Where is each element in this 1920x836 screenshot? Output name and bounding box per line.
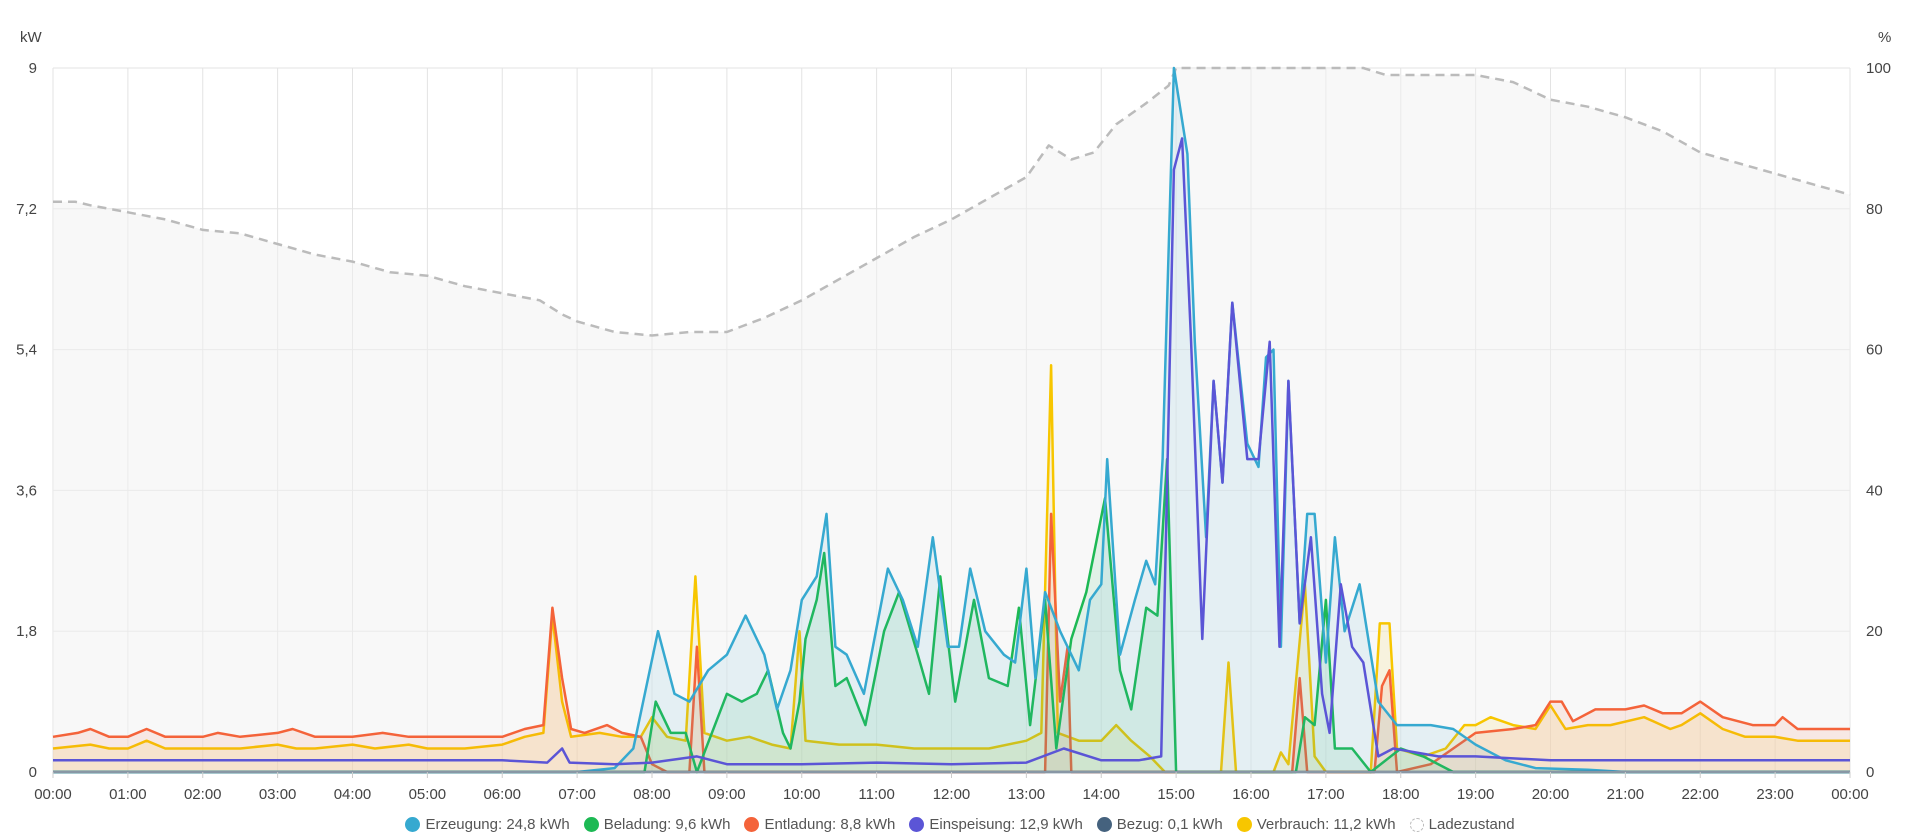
- x-tick-label: 11:00: [858, 786, 894, 800]
- legend: Erzeugung: 24,8 kWh Beladung: 9,6 kWh Entl…: [0, 816, 1920, 833]
- x-tick-label: 09:00: [708, 786, 746, 800]
- legend-label: Beladung: 9,6 kWh: [603, 816, 731, 833]
- y-axis-right-label: %: [1878, 29, 1891, 46]
- x-tick-label: 07:00: [558, 786, 596, 800]
- x-tick-label: 19:00: [1457, 786, 1495, 800]
- legend-item-ladezustand[interactable]: Ladezustand: [1409, 816, 1515, 833]
- y-axis-left-label: kW: [20, 29, 43, 46]
- x-tick-label: 05:00: [409, 786, 447, 800]
- legend-label: Verbrauch: 11,2 kWh: [1256, 816, 1396, 833]
- legend-marker-icon: [1236, 817, 1252, 832]
- x-tick-label: 16:00: [1232, 786, 1270, 800]
- x-tick-label: 00:00: [34, 786, 72, 800]
- legend-marker-icon: [1409, 817, 1424, 832]
- x-tick-label: 04:00: [334, 786, 372, 800]
- y-left-tick-label: 7,2: [16, 201, 37, 218]
- x-tick-label: 08:00: [633, 786, 671, 800]
- y-left-tick-label: 3,6: [16, 482, 37, 499]
- series-line-verbrauch: [52, 363, 1850, 774]
- y-right-tick-label: 100: [1866, 60, 1891, 77]
- legend-label: Entladung: 8,8 kWh: [764, 816, 896, 833]
- series-line-erzeugung: [53, 66, 1850, 774]
- x-tick-label: 02:00: [184, 786, 222, 800]
- series-area-entladung: [53, 513, 1850, 772]
- x-tick-label: 10:00: [783, 786, 821, 800]
- legend-label: Ladezustand: [1428, 816, 1515, 833]
- legend-item-bezug[interactable]: Bezug: 0,1 kWh: [1096, 816, 1223, 833]
- y-right-tick-label: 80: [1866, 201, 1883, 218]
- x-tick-label: 03:00: [259, 786, 297, 800]
- x-tick-label: 15:00: [1157, 786, 1195, 800]
- x-tick-label: 00:00: [1831, 786, 1869, 800]
- x-tick-label: 12:00: [933, 786, 971, 800]
- x-tick-label: 20:00: [1532, 786, 1570, 800]
- legend-marker-icon: [909, 817, 925, 832]
- series-area-ladezustand: [53, 68, 1850, 772]
- legend-item-entladung[interactable]: Entladung: 8,8 kWh: [744, 816, 895, 833]
- legend-marker-icon: [405, 817, 421, 832]
- y-left-tick-label: 9: [29, 60, 37, 77]
- x-tick-label: 14:00: [1082, 786, 1120, 800]
- series-line-einspeisung: [53, 137, 1850, 766]
- legend-marker-icon: [1096, 817, 1112, 832]
- x-tick-label: 13:00: [1008, 786, 1046, 800]
- series-area-verbrauch: [53, 365, 1850, 772]
- y-right-tick-label: 60: [1866, 342, 1883, 359]
- x-tick-label: 17:00: [1307, 786, 1345, 800]
- series-line-beladung: [53, 457, 1850, 774]
- legend-marker-icon: [583, 817, 599, 832]
- legend-label: Bezug: 0,1 kWh: [1116, 816, 1223, 833]
- x-tick-label: 01:00: [109, 786, 147, 800]
- x-tick-label: 21:00: [1607, 786, 1645, 800]
- legend-label: Erzeugung: 24,8 kWh: [425, 816, 570, 833]
- legend-marker-icon: [744, 817, 760, 832]
- y-left-tick-label: 1,8: [16, 623, 37, 640]
- legend-item-verbrauch[interactable]: Verbrauch: 11,2 kWh: [1236, 816, 1396, 833]
- x-tick-label: 18:00: [1382, 786, 1420, 800]
- legend-label: Einspeisung: 12,9 kWh: [929, 816, 1083, 833]
- x-tick-label: 23:00: [1756, 786, 1794, 800]
- axes: 0 0 1,8 20 3,6 40 5,4 60 7,2 80 9 100 00:00 01:00 02:0…: [16, 60, 1891, 800]
- legend-item-einspeisung[interactable]: Einspeisung: 12,9 kWh: [909, 816, 1083, 833]
- energy-chart: 0 0 1,8 20 3,6 40 5,4 60 7,2 80 9 100 00:00 01:00 02:0…: [16, 29, 1891, 800]
- series-group: [52, 66, 1851, 774]
- y-left-tick-label: 0: [29, 764, 37, 781]
- x-tick-label: 06:00: [483, 786, 521, 800]
- series-line-ladezustand: [53, 66, 1851, 337]
- y-right-tick-label: 20: [1866, 623, 1883, 640]
- y-left-tick-label: 5,4: [16, 342, 37, 359]
- legend-item-beladung[interactable]: Beladung: 9,6 kWh: [583, 816, 731, 833]
- y-right-tick-label: 40: [1866, 482, 1883, 499]
- series-area-beladung: [53, 459, 1850, 772]
- x-tick-label: 22:00: [1681, 786, 1719, 800]
- y-right-tick-label: 0: [1866, 764, 1874, 781]
- legend-item-erzeugung[interactable]: Erzeugung: 24,8 kWh: [405, 816, 570, 833]
